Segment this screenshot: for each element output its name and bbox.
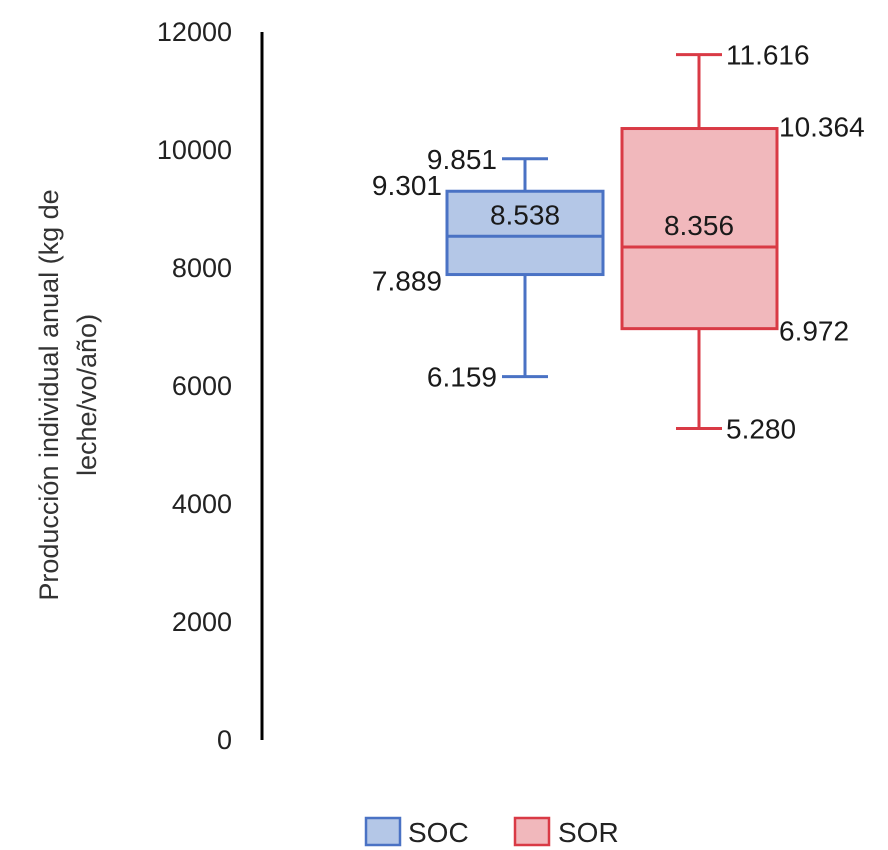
data-label-q3-SOR: 10.364 <box>779 112 865 143</box>
y-axis-title-line-2: leche/vo/año) <box>72 314 102 476</box>
y-tick-label-6000: 6000 <box>172 371 232 401</box>
box-iqr-SOC <box>445 189 605 277</box>
legend-label-SOC: SOC <box>408 817 469 848</box>
legend-swatch-SOC <box>364 816 402 847</box>
data-label-q3-SOC: 9.301 <box>372 170 442 201</box>
legend-label-SOR: SOR <box>558 817 619 848</box>
y-tick-label-0: 0 <box>217 725 232 755</box>
data-label-median-SOR: 8.356 <box>664 210 734 241</box>
y-tick-label-2000: 2000 <box>172 607 232 637</box>
y-tick-label-4000: 4000 <box>172 489 232 519</box>
y-tick-label-8000: 8000 <box>172 253 232 283</box>
box-iqr-SOR <box>620 127 779 331</box>
y-tick-label-12000: 12000 <box>157 17 232 47</box>
y-axis-title: Producción individual anual (kg de leche… <box>34 189 102 600</box>
data-label-max-SOC: 9.851 <box>427 144 497 175</box>
data-label-median-SOC: 8.538 <box>490 199 560 230</box>
y-axis-ticks: 0 2000 4000 6000 8000 10000 12000 <box>157 17 232 755</box>
data-label-min-SOC: 6.159 <box>427 362 497 393</box>
data-label-q1-SOC: 7.889 <box>372 266 442 297</box>
legend-swatch-SOR <box>513 816 551 847</box>
box-SOR: 11.616 10.364 8.356 6.972 5.280 <box>620 40 865 444</box>
data-label-min-SOR: 5.280 <box>726 413 796 444</box>
y-tick-label-10000: 10000 <box>157 135 232 165</box>
legend: SOC SOR <box>364 816 619 848</box>
y-axis-title-line-1: Producción individual anual (kg de <box>34 189 64 600</box>
data-label-q1-SOR: 6.972 <box>779 316 849 347</box>
data-label-max-SOR: 11.616 <box>726 40 810 71</box>
